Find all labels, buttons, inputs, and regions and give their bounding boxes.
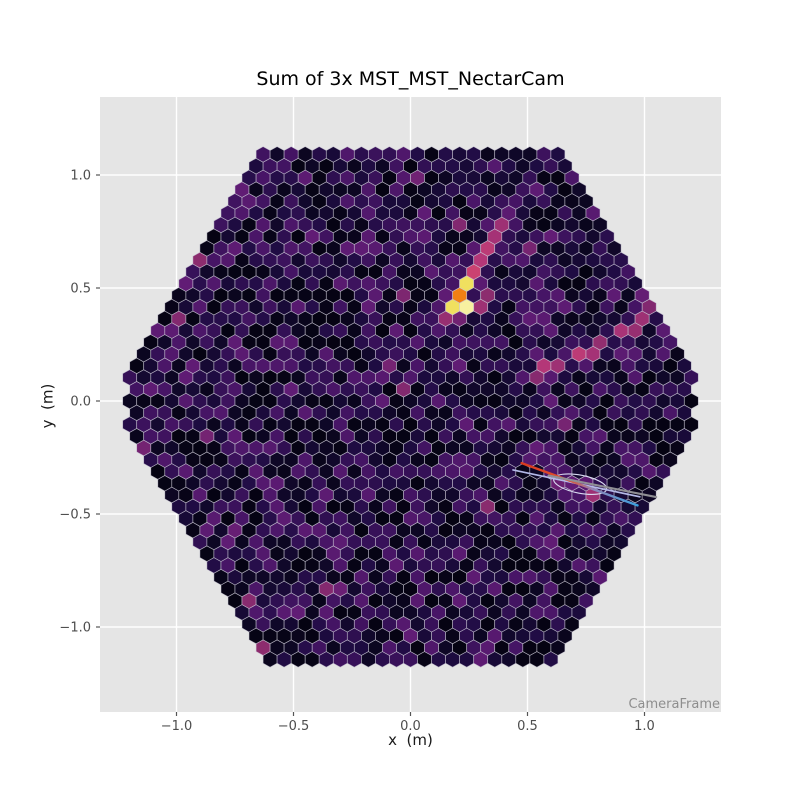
y-axis-label: y (m): [38, 383, 57, 429]
y-tick-label: 0.5: [70, 282, 91, 297]
x-tick-label: −0.5: [278, 719, 310, 734]
y-tick-label: 1.0: [70, 169, 91, 184]
camera-pixel: [311, 146, 327, 163]
camera-pixel: [438, 146, 453, 163]
x-axis-label: x (m): [388, 731, 433, 749]
camera-pixel: [297, 146, 313, 163]
camera-pixels: [122, 146, 699, 668]
camera-pixel: [508, 146, 524, 163]
camera-pixel: [550, 146, 566, 163]
camera-pixel: [452, 146, 468, 163]
camera-pixel: [494, 146, 510, 163]
camera-pixel: [382, 146, 397, 163]
y-tick-label: −0.5: [59, 508, 91, 523]
x-tick-label: 1.0: [634, 719, 655, 734]
reco-axis-line: [547, 474, 658, 499]
camera-pixel: [269, 146, 285, 163]
plot-title: Sum of 3x MST_MST_NectarCam: [256, 68, 565, 90]
camera-pixel: [339, 146, 355, 163]
camera-pixel: [522, 146, 538, 163]
camera-pixel: [368, 146, 383, 163]
camera-pixel: [410, 146, 425, 163]
gradient-direction-line: [520, 461, 639, 507]
camera-pixel: [424, 146, 439, 163]
camera-pixel: [536, 146, 552, 163]
x-tick-label: 0.0: [400, 719, 421, 734]
axis-ticks: −1.0 −0.5 0.0 0.5 1.0 −1.0 −0.5 0.0 0.5 1.0: [59, 169, 654, 735]
camera-pixel: [283, 146, 299, 163]
camera-pixel: [396, 146, 411, 163]
camera-pixel: [325, 146, 341, 163]
x-tick-label: 0.5: [517, 719, 538, 734]
camera-pixel: [466, 146, 482, 163]
x-tick-label: −1.0: [161, 719, 193, 734]
y-tick-label: 0.0: [70, 395, 91, 410]
camera-pixel: [353, 146, 369, 163]
y-tick-label: −1.0: [59, 621, 91, 636]
camera-frame-watermark: CameraFrame: [628, 697, 720, 712]
camera-pixel: [255, 146, 271, 163]
camera-pixel: [480, 146, 496, 163]
